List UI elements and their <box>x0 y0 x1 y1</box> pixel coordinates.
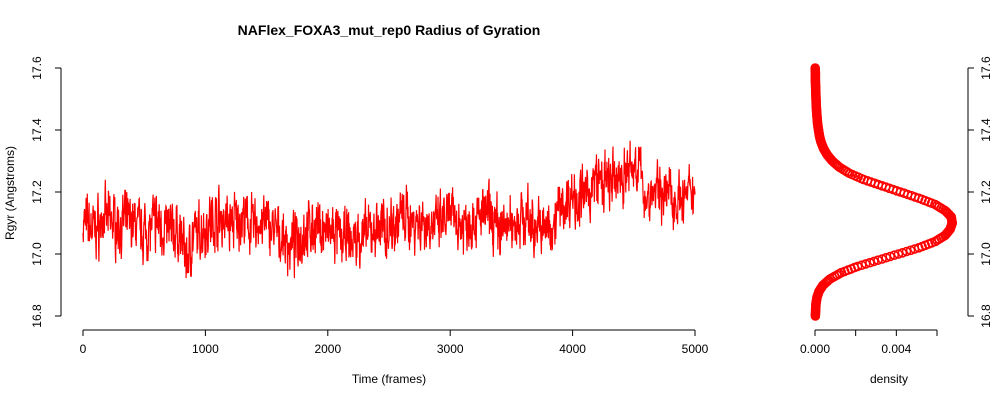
density-panel: 0.000 0.004 16.8 17.0 17.2 17.4 17.6 <box>800 56 993 356</box>
density-y-tick-label: 17.4 <box>979 118 993 142</box>
density-x-tick-label: 0.000 <box>800 342 830 356</box>
y-tick-label: 16.8 <box>30 304 44 328</box>
density-x-tick-label: 0.004 <box>881 342 911 356</box>
y-tick-label: 17.0 <box>30 242 44 266</box>
x-axis-title: Time (frames) <box>352 372 426 386</box>
density-y-tick-label: 17.6 <box>979 56 993 80</box>
x-tick-label: 4000 <box>559 342 586 356</box>
density-point <box>810 63 821 73</box>
x-tick-label: 3000 <box>437 342 464 356</box>
x-tick-label: 1000 <box>192 342 219 356</box>
density-point <box>873 255 883 266</box>
x-tick-label: 0 <box>80 342 87 356</box>
density-point <box>893 249 904 259</box>
y-axis-title: Rgyr (Angstroms) <box>3 146 17 240</box>
density-point <box>881 252 892 263</box>
density-point <box>905 245 916 256</box>
density-point <box>877 254 887 264</box>
y-tick-label: 17.2 <box>30 180 44 204</box>
density-point <box>897 248 908 258</box>
x-tick-label: 2000 <box>314 342 341 356</box>
density-point <box>885 251 896 262</box>
density-axis-title: density <box>870 372 908 386</box>
density-point <box>865 257 875 268</box>
y-tick-label: 17.6 <box>30 56 44 80</box>
density-y-tick-label: 17.0 <box>979 242 993 266</box>
density-y-tick-label: 17.2 <box>979 180 993 204</box>
density-y-tick-label: 16.8 <box>979 304 993 328</box>
rgyr-series-line <box>82 140 696 279</box>
density-point <box>901 246 912 257</box>
density-point <box>856 260 867 271</box>
x-tick-label: 5000 <box>682 342 709 356</box>
timeseries-panel: 0 1000 2000 3000 4000 5000 16.8 17.0 17.2 17.4 17.… <box>30 56 709 356</box>
chart-title: NAFlex_FOXA3_mut_rep0 Radius of Gyration <box>238 22 541 38</box>
y-tick-label: 17.4 <box>30 118 44 142</box>
density-point <box>852 261 863 272</box>
density-point <box>860 259 871 269</box>
